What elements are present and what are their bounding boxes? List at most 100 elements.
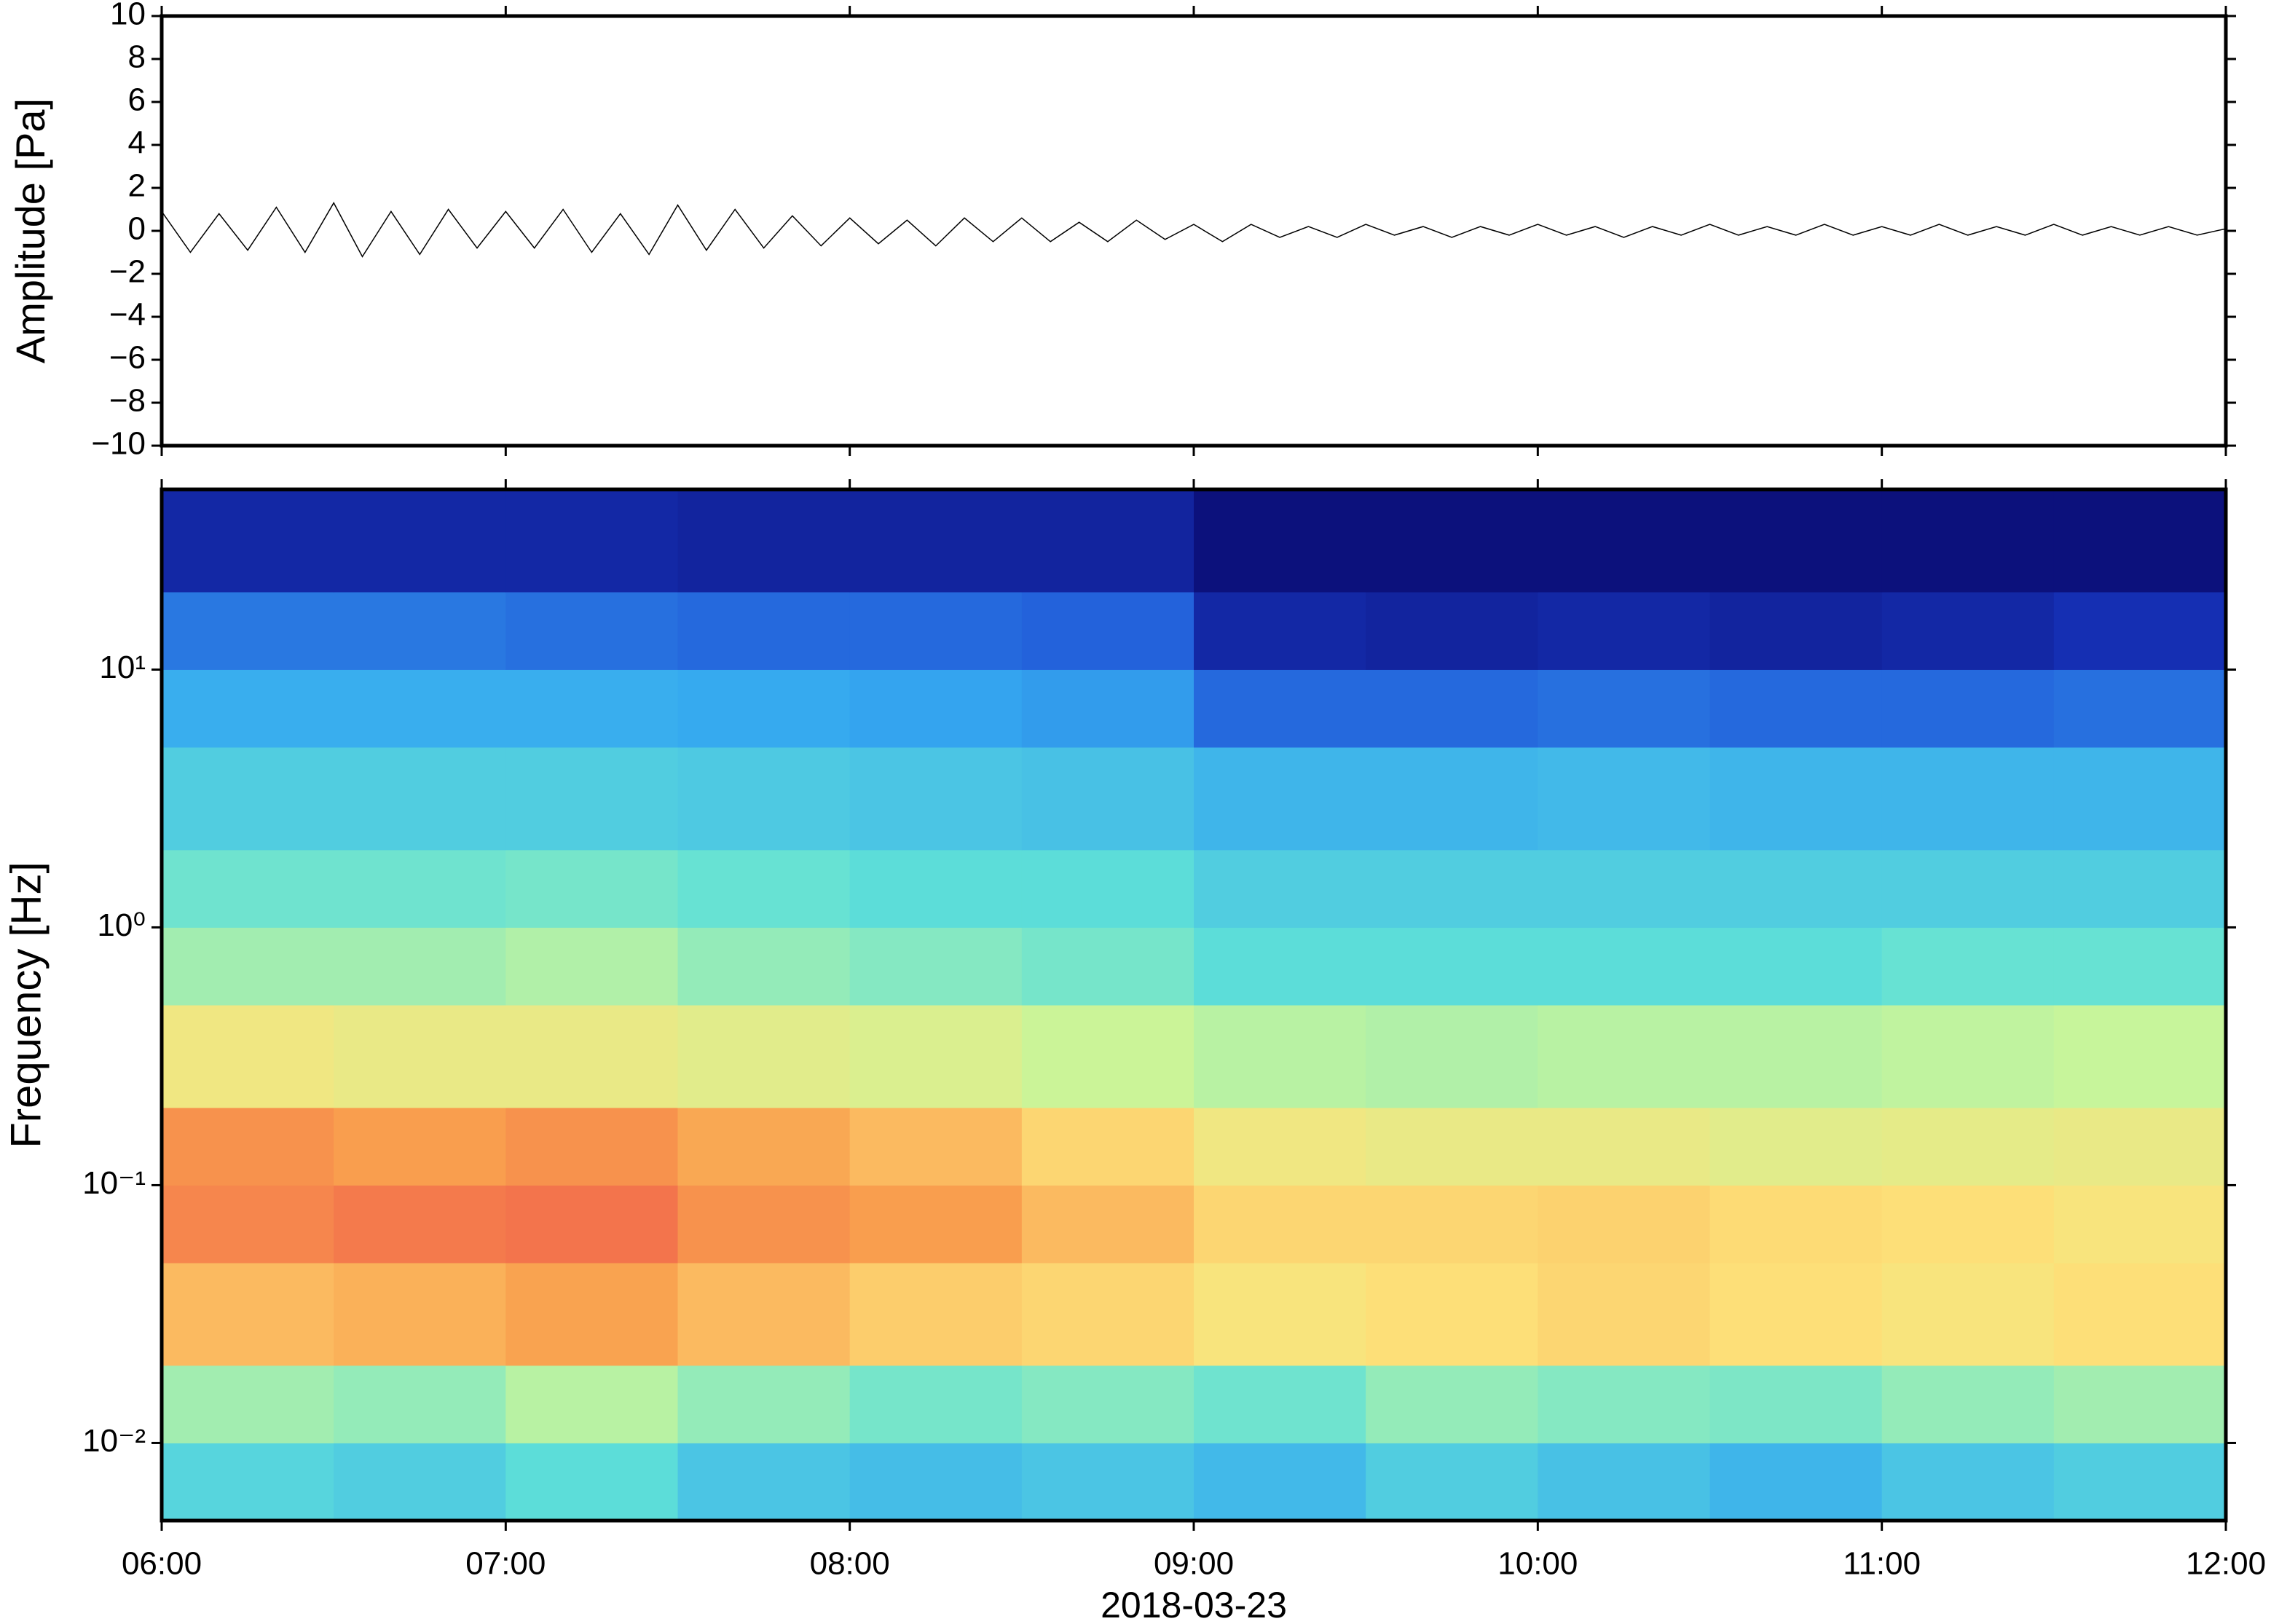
heatmap-cell [849,849,1023,928]
heatmap-cell [1366,927,1538,1006]
heatmap-cell [1366,669,1538,748]
heatmap-cell [1709,489,1883,593]
heatmap-cell [1881,927,2055,1006]
heatmap-cell [1021,747,1194,851]
heatmap-cell [334,927,506,1006]
heatmap-cell [1366,591,1538,670]
heatmap-cell [1366,849,1538,928]
heatmap-cell [1881,747,2055,851]
heatmap-cell [1538,1005,1710,1108]
heatmap-cell [1194,1263,1366,1366]
heatmap-cell [1709,1443,1883,1521]
heatmap-cell [1021,927,1194,1006]
heatmap-cell [505,849,678,928]
heatmap-cell [2053,1005,2227,1108]
heatmap-cell [162,1443,334,1521]
heatmap-cell [1366,489,1538,593]
heatmap-cell [1021,1365,1194,1443]
heatmap-cell [849,747,1023,851]
heatmap-cell [849,489,1023,593]
heatmap-cell [334,489,506,593]
heatmap-cell [1366,1263,1538,1366]
heatmap-cell [1194,1185,1366,1264]
heatmap-cell [505,927,678,1006]
x-tick-label: 11:00 [1843,1546,1921,1582]
heatmap-cell [849,669,1023,748]
y-tick-label: −4 [109,297,146,333]
heatmap-cell [2053,927,2227,1006]
heatmap-cell [677,1365,851,1443]
heatmap-cell [677,927,851,1006]
heatmap-cell [505,669,678,748]
heatmap-cell [849,1365,1023,1443]
heatmap-cell [334,669,506,748]
heatmap-cell [162,1005,334,1108]
heatmap-cell [2053,849,2227,928]
heatmap-cell [1709,669,1883,748]
y-tick-label: 4 [128,125,146,161]
heatmap-cell [505,1185,678,1264]
heatmap-cell [1881,1443,2055,1521]
heatmap-cell [334,747,506,851]
waveform [161,202,2227,258]
heatmap-cell [334,1263,506,1366]
heatmap-cell [505,1365,678,1443]
heatmap-cell [1709,1263,1883,1366]
heatmap-cell [1538,1365,1710,1443]
heatmap-cell [1194,927,1366,1006]
heatmap-cell [1538,927,1710,1006]
heatmap-cell [1709,747,1883,851]
heatmap-cell [1021,669,1194,748]
heatmap-cell [2053,1443,2227,1521]
heatmap-cell [1021,489,1194,593]
y-tick-label: 8 [128,39,146,75]
heatmap-cell [677,1005,851,1108]
heatmap-cell [162,669,334,748]
heatmap-cell [505,591,678,670]
y-tick-label: −10 [91,426,146,462]
heatmap-cell [2053,489,2227,593]
x-tick-label: 07:00 [465,1546,546,1582]
heatmap-cell [334,849,506,928]
heatmap-cell [162,1263,334,1366]
heatmap-cell [677,591,851,670]
heatmap-cell [1021,1263,1194,1366]
y-tick-label: 10 [110,0,146,32]
heatmap-cell [677,747,851,851]
heatmap-cell [1709,927,1883,1006]
x-tick-label: 06:00 [122,1546,202,1582]
x-tick-label: 09:00 [1154,1546,1234,1582]
heatmap-cell [162,1107,334,1186]
heatmap-cell [162,747,334,851]
y-tick-label: −8 [109,383,146,419]
heatmap-cell [162,489,334,593]
heatmap-cell [1881,669,2055,748]
heatmap-cell [1366,1443,1538,1521]
heatmap-cell [1709,591,1883,670]
y-tick-label: −2 [109,254,146,290]
heatmap-cell [1709,1185,1883,1264]
heatmap-cell [849,1107,1023,1186]
x-tick-label: 10:00 [1497,1546,1578,1582]
heatmap-cell [1194,1005,1366,1108]
heatmap-cell [849,591,1023,670]
heatmap-cell [1194,1107,1366,1186]
heatmap-cell [1194,1443,1366,1521]
heatmap-cell [2053,747,2227,851]
heatmap-cell [2053,1107,2227,1186]
heatmap-cell [334,591,506,670]
heatmap-cell [1366,747,1538,851]
heatmap-cell [162,591,334,670]
heatmap-cell [1021,1107,1194,1186]
heatmap-cell [1881,849,2055,928]
y-tick-label: 0 [128,211,146,247]
heatmap-cell [1366,1185,1538,1264]
heatmap-cell [1709,1107,1883,1186]
y-tick-label: 10⁰ [97,907,146,943]
y-tick-label: 10⁻² [82,1423,146,1459]
heatmap-cell [162,1365,334,1443]
heatmap-cell [162,849,334,928]
heatmap-cell [1021,1443,1194,1521]
heatmap-cell [1366,1005,1538,1108]
